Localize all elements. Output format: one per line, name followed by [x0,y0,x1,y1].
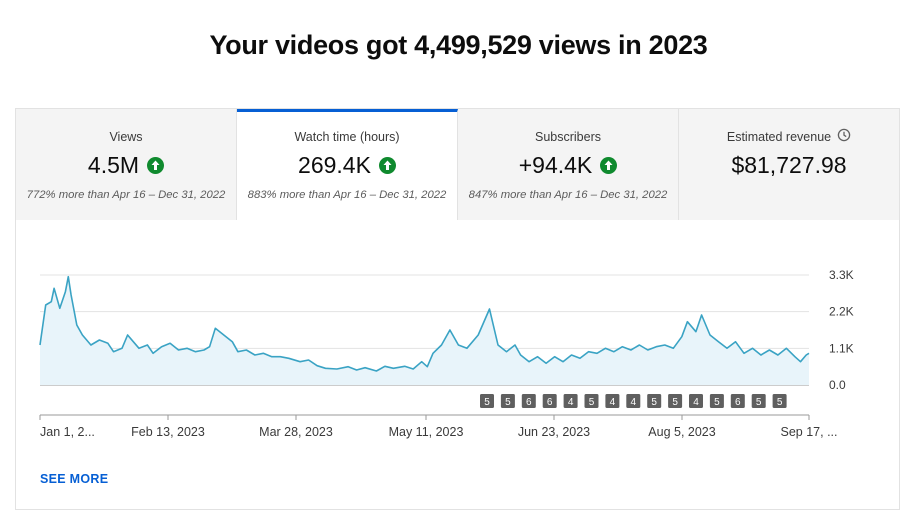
tab-subscribers-compare: 847% more than Apr 16 – Dec 31, 2022 [468,189,668,201]
x-tick-label: Jun 23, 2023 [518,425,590,439]
tab-views-value: 4.5M [87,152,140,178]
tab-revenue-label: Estimated revenue [726,130,832,144]
tab-watch-time-label: Watch time (hours) [294,130,400,144]
see-more-link[interactable]: SEE MORE [40,472,109,486]
tab-subscribers-value: +94.4K [518,152,593,178]
x-tick-label: May 11, 2023 [389,425,464,439]
video-marker [647,394,662,408]
x-tick-label: Sep 17, ... [781,425,838,439]
tab-estimated-revenue[interactable]: Estimated revenue $81,727.98 [679,109,899,220]
series-area [40,276,809,385]
video-marker [480,394,494,408]
video-marker-label: 4 [568,397,574,408]
trend-up-icon [600,157,618,174]
tab-views-compare: 772% more than Apr 16 – Dec 31, 2022 [26,189,226,201]
video-marker [584,394,599,408]
tab-watch-time-value-row: 269.4K [237,152,457,179]
tab-views-value-row: 4.5M [16,152,236,179]
video-marker-label: 5 [756,397,762,408]
tab-watch-time[interactable]: Watch time (hours) 269.4K 883% more than… [237,109,458,220]
analytics-card: Views 4.5M 772% more than Apr 16 – Dec 3… [15,108,900,510]
y-tick-label: 1.1K [829,341,854,355]
y-tick-label: 0.0 [829,378,846,392]
video-marker [689,394,703,408]
video-marker [730,394,745,408]
tab-subscribers[interactable]: Subscribers +94.4K 847% more than Apr 16… [458,109,679,220]
video-marker-label: 5 [505,397,511,408]
x-tick-label: Mar 28, 2023 [259,425,333,439]
video-marker [709,394,724,408]
video-marker-label: 5 [714,397,720,408]
trend-up-icon [378,157,396,174]
video-marker [626,394,641,408]
video-marker-label: 5 [589,397,595,408]
chart-area: 3.3K 2.2K 1.1K 0.0 5 5 6 6 4 5 4 4 5 5 4 5 6 5 5 Jan 1, 2..… [16,220,899,509]
tab-subscribers-label: Subscribers [535,130,601,144]
trend-up-icon [147,157,165,174]
video-marker-label: 5 [484,397,490,408]
video-marker-label: 5 [672,397,678,408]
series-line [39,275,810,372]
tab-subscribers-value-row: +94.4K [458,152,678,179]
video-marker [500,394,515,408]
video-marker [772,394,787,408]
video-marker [542,394,557,408]
x-tick-label: Aug 5, 2023 [648,425,715,439]
video-marker [668,394,683,408]
tab-revenue-value-row: $81,727.98 [679,152,899,179]
tab-revenue-value: $81,727.98 [731,152,847,178]
video-marker-label: 5 [777,397,783,408]
video-marker-label: 5 [651,397,657,408]
x-tick-label: Jan 1, 2... [40,425,95,439]
video-marker-label: 4 [610,397,616,408]
video-marker-label: 6 [735,397,741,408]
video-marker-label: 4 [631,397,637,408]
tab-views-label: Views [109,130,143,144]
y-tick-label: 3.3K [829,268,854,282]
video-marker [605,394,620,408]
tab-watch-time-value: 269.4K [298,152,371,178]
watch-time-chart: 3.3K 2.2K 1.1K 0.0 5 5 6 6 4 5 4 4 5 5 4 5 6 5 5 Jan 1, 2..… [39,268,854,439]
video-marker [521,394,536,408]
clock-icon[interactable] [837,128,851,145]
video-marker [563,394,578,408]
video-marker-label: 6 [526,397,532,408]
y-tick-label: 2.2K [829,305,854,319]
page-headline: Your videos got 4,499,529 views in 2023 [209,30,708,60]
video-marker-label: 6 [547,397,553,408]
metric-tabs: Views 4.5M 772% more than Apr 16 – Dec 3… [16,109,899,220]
x-tick-label: Feb 13, 2023 [131,425,205,439]
tab-views[interactable]: Views 4.5M 772% more than Apr 16 – Dec 3… [16,109,237,220]
tab-revenue-label-row: Estimated revenue [679,128,899,145]
video-marker-label: 4 [693,397,699,408]
video-marker [751,394,766,408]
tab-watch-time-compare: 883% more than Apr 16 – Dec 31, 2022 [247,189,447,201]
